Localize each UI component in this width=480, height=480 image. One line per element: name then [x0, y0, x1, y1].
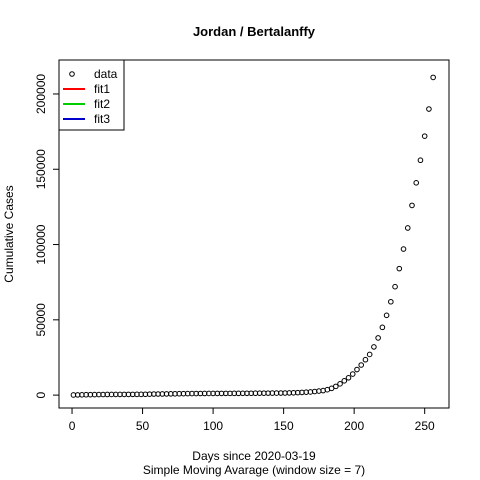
- data-point: [345, 374, 352, 381]
- legend-label: fit3: [94, 112, 110, 126]
- subtitle: Simple Moving Avarage (window size = 7): [143, 463, 365, 477]
- data-point: [383, 312, 390, 319]
- x-tick-label: 100: [203, 419, 223, 433]
- data-point: [404, 225, 411, 231]
- legend-label: fit2: [94, 97, 110, 111]
- data-point: [341, 378, 348, 384]
- y-tick-label: 150000: [34, 149, 48, 189]
- y-axis-label: Cumulative Cases: [2, 185, 16, 282]
- data-point: [358, 362, 365, 368]
- data-point: [371, 344, 377, 350]
- x-tick-label: 0: [69, 419, 76, 433]
- y-tick-label: 50000: [34, 303, 48, 337]
- x-tick-label: 50: [136, 419, 150, 433]
- data-point: [379, 324, 386, 331]
- data-point: [417, 157, 424, 164]
- data-point: [430, 74, 436, 81]
- x-tick-label: 200: [344, 419, 364, 433]
- chart-title: Jordan / Bertalanffy: [193, 24, 316, 39]
- data-point: [388, 298, 394, 305]
- x-axis-label: Days since 2020-03-19: [192, 449, 316, 463]
- data-point: [409, 202, 415, 209]
- data-point: [337, 381, 343, 387]
- legend-label: fit1: [94, 82, 110, 96]
- y-tick-label: 0: [34, 391, 48, 398]
- legend-marker: [69, 71, 75, 77]
- legend-label: data: [94, 67, 118, 81]
- data-point: [366, 351, 373, 358]
- data-point: [362, 356, 369, 363]
- data-point: [375, 335, 381, 341]
- data-point: [333, 383, 339, 390]
- y-tick-label: 200000: [34, 74, 48, 114]
- data-point: [354, 366, 360, 373]
- x-tick-label: 150: [274, 419, 294, 433]
- data-point: [426, 106, 432, 112]
- data-point: [400, 246, 407, 252]
- data-point: [392, 283, 398, 290]
- y-tick-label: 100000: [34, 224, 48, 264]
- data-point: [396, 265, 403, 272]
- x-tick-label: 250: [415, 419, 435, 433]
- data-point: [421, 133, 428, 139]
- data-point: [349, 371, 356, 377]
- data-point: [413, 180, 420, 186]
